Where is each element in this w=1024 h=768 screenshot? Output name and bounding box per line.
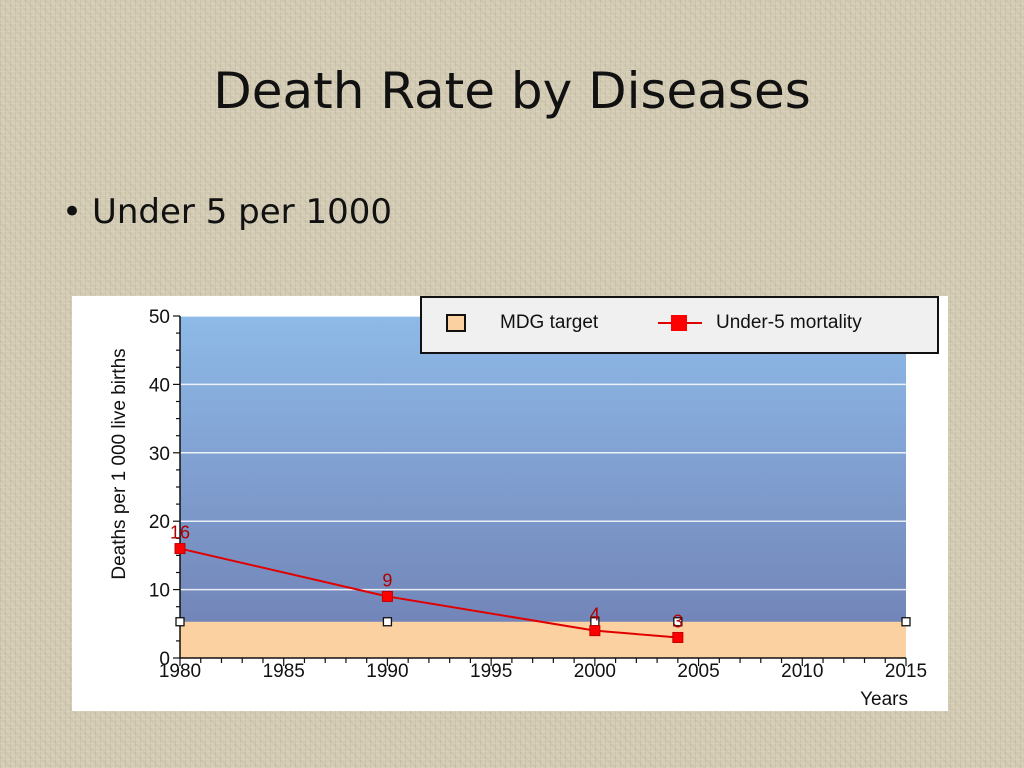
x-tick-label-2005: 2005 bbox=[677, 661, 719, 682]
data-label-2000: 4 bbox=[590, 605, 600, 625]
y-tick-label-50: 50 bbox=[149, 307, 170, 328]
data-label-1990: 9 bbox=[382, 570, 392, 590]
legend-label-mdg: MDG target bbox=[500, 312, 599, 333]
y-tick-label-40: 40 bbox=[149, 375, 170, 396]
y-tick-label-20: 20 bbox=[149, 512, 170, 533]
x-axis-title: Years bbox=[860, 689, 908, 710]
x-tick-label-2010: 2010 bbox=[781, 661, 823, 682]
bullet-dot: • bbox=[62, 192, 83, 232]
legend-label-under5: Under-5 mortality bbox=[716, 312, 862, 333]
mdg-marker-2004 bbox=[673, 617, 683, 627]
legend-swatch-under5 bbox=[658, 315, 702, 331]
mdg-target-band bbox=[180, 621, 906, 658]
mdg-marker-1990 bbox=[382, 617, 393, 627]
mdg-marker-2015 bbox=[901, 617, 911, 627]
x-tick-label-1990: 1990 bbox=[366, 661, 408, 682]
y-axis-title: Deaths per 1 000 live births bbox=[109, 348, 130, 579]
series-point-1980 bbox=[174, 543, 186, 555]
plot-area bbox=[180, 316, 906, 658]
x-tick-label-1985: 1985 bbox=[263, 661, 305, 682]
legend-swatch-mdg bbox=[446, 314, 466, 332]
y-tick-label-0: 0 bbox=[159, 649, 170, 670]
series-point-2000 bbox=[589, 625, 601, 637]
data-label-2004: 3 bbox=[673, 611, 683, 631]
chart-panel: 0 10 20 30 40 50 1980 1985 1990 1995 2000 2005 2010 2… bbox=[72, 296, 948, 711]
y-tick-label-30: 30 bbox=[149, 444, 170, 465]
series-line-under5 bbox=[179, 547, 678, 639]
line-chart: 0 10 20 30 40 50 1980 1985 1990 1995 2000 2005 2010 2… bbox=[109, 307, 927, 710]
x-tick-label-1995: 1995 bbox=[470, 661, 512, 682]
x-tick-label-1980: 1980 bbox=[159, 661, 201, 682]
y-tick-label-10: 10 bbox=[149, 581, 170, 602]
legend-item-under5: Under-5 mortality bbox=[658, 312, 862, 334]
series-point-2004 bbox=[672, 631, 684, 643]
slide-title: Death Rate by Diseases bbox=[213, 62, 811, 120]
x-tick-label-2000: 2000 bbox=[574, 661, 616, 682]
data-label-1980: 16 bbox=[170, 523, 190, 543]
chart-legend: MDG target Under-5 mortality bbox=[420, 296, 939, 354]
x-tick-label-2015: 2015 bbox=[885, 661, 927, 682]
mdg-marker-1980 bbox=[175, 617, 185, 627]
bullet-item: • Under 5 per 1000 bbox=[62, 192, 392, 232]
legend-item-mdg: MDG target bbox=[446, 312, 598, 334]
bullet-text: Under 5 per 1000 bbox=[92, 192, 392, 232]
series-point-1990 bbox=[381, 590, 393, 602]
